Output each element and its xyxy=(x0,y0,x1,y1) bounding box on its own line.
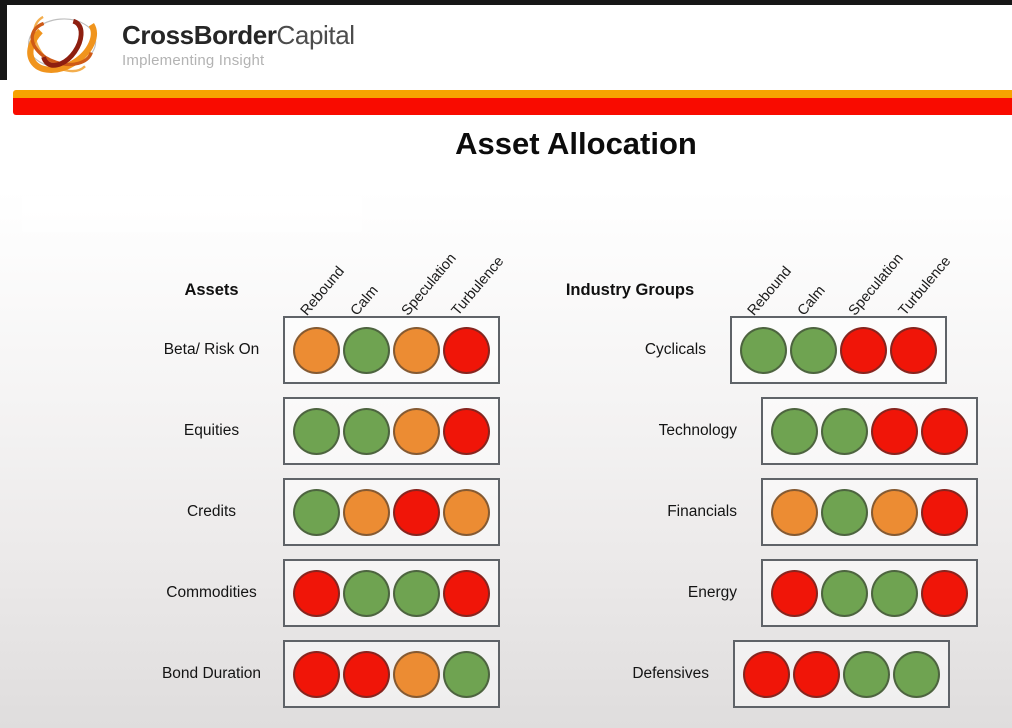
brand-block: CrossBorderCapital Implementing Insight xyxy=(122,20,356,70)
signal-dot-red xyxy=(743,650,790,698)
signal-dot-orange xyxy=(293,326,340,374)
matrix-row: Financials xyxy=(540,478,1012,546)
signal-dot-red xyxy=(921,488,968,536)
signal-dot-red xyxy=(921,407,968,455)
brand-name: CrossBorderCapital xyxy=(122,20,356,50)
signal-dot-green xyxy=(740,326,787,374)
matrix-row: Bond Duration xyxy=(140,640,540,708)
signal-dot-red xyxy=(293,650,340,698)
industry-groups-matrix: Industry Groups Rebound Calm Speculation Tur… xyxy=(540,222,1012,721)
brand-tagline: Implementing Insight xyxy=(122,52,265,70)
signal-dot-green xyxy=(343,326,390,374)
signal-dot-red xyxy=(840,326,887,374)
signal-box xyxy=(283,316,500,384)
signal-dot-green xyxy=(821,569,868,617)
video-left-border xyxy=(0,0,7,80)
signal-dot-green xyxy=(443,650,490,698)
signal-box xyxy=(283,559,500,627)
matrix-row: Cyclicals xyxy=(540,316,1012,384)
signal-dot-orange xyxy=(871,488,918,536)
signal-dot-orange xyxy=(393,326,440,374)
signal-dot-green xyxy=(343,407,390,455)
signal-dot-red xyxy=(871,407,918,455)
signal-dot-green xyxy=(771,407,818,455)
row-label: Defensives xyxy=(632,665,709,682)
row-label: Financials xyxy=(667,503,737,520)
signal-dot-green xyxy=(293,407,340,455)
brand-divider-bar xyxy=(13,90,1012,115)
matrix-row: Energy xyxy=(540,559,1012,627)
signal-dot-green xyxy=(871,569,918,617)
matrix-heading: Industry Groups xyxy=(565,281,695,299)
divider-red-stripe xyxy=(13,98,1012,115)
column-label-calm: Calm xyxy=(794,282,829,319)
signal-dot-orange xyxy=(443,488,490,536)
signal-dot-red xyxy=(443,569,490,617)
signal-dot-red xyxy=(293,569,340,617)
signal-dot-red xyxy=(921,569,968,617)
signal-dot-orange xyxy=(393,407,440,455)
signal-dot-orange xyxy=(393,650,440,698)
crossborder-logo-icon xyxy=(27,13,97,73)
row-label: Equities xyxy=(183,422,240,439)
signal-dot-green xyxy=(821,488,868,536)
signal-box xyxy=(733,640,950,708)
matrix-row: Defensives xyxy=(540,640,1012,708)
signal-box xyxy=(761,559,978,627)
row-label: Cyclicals xyxy=(644,341,706,358)
row-label: Commodities xyxy=(166,584,257,601)
signal-dot-red xyxy=(771,569,818,617)
brand-name-light: Capital xyxy=(276,20,356,50)
row-label: Credits xyxy=(186,503,237,520)
matrix-heading: Assets xyxy=(184,281,239,299)
signal-dot-green xyxy=(293,488,340,536)
signal-box xyxy=(730,316,947,384)
matrix-header: Assets Rebound Calm Speculation Turbulence xyxy=(140,222,540,319)
signal-box xyxy=(283,478,500,546)
signal-dot-red xyxy=(793,650,840,698)
column-label-rebound: Rebound xyxy=(297,263,348,319)
signal-dot-green xyxy=(843,650,890,698)
column-label-rebound: Rebound xyxy=(744,263,795,319)
column-label-calm: Calm xyxy=(347,282,382,319)
signal-dot-red xyxy=(343,650,390,698)
matrix-row: Credits xyxy=(140,478,540,546)
signal-dot-green xyxy=(821,407,868,455)
divider-orange-stripe xyxy=(13,90,1012,98)
row-label: Energy xyxy=(687,584,737,601)
matrix-row: Commodities xyxy=(140,559,540,627)
signal-box xyxy=(761,397,978,465)
matrix-row: Equities xyxy=(140,397,540,465)
assets-matrix: Assets Rebound Calm Speculation Turbulence Be… xyxy=(140,222,540,721)
row-label: Bond Duration xyxy=(161,665,262,682)
background-artifact xyxy=(22,196,362,232)
signal-box xyxy=(283,397,500,465)
signal-dot-green xyxy=(393,569,440,617)
row-label: Technology xyxy=(658,422,737,439)
matrix-row: Technology xyxy=(540,397,1012,465)
signal-box xyxy=(761,478,978,546)
matrix-row: Beta/ Risk On xyxy=(140,316,540,384)
matrix-rows: Cyclicals Technology Financials Energy Defen… xyxy=(540,316,1012,708)
slide-title: Asset Allocation xyxy=(455,126,697,161)
signal-dot-green xyxy=(790,326,837,374)
signal-dot-red xyxy=(890,326,937,374)
signal-dot-red xyxy=(443,407,490,455)
signal-box xyxy=(283,640,500,708)
signal-dot-red xyxy=(393,488,440,536)
signal-dot-red xyxy=(443,326,490,374)
matrix-header: Industry Groups Rebound Calm Speculation Tur… xyxy=(540,222,1012,319)
matrix-rows: Beta/ Risk On Equities Credits Commodities B… xyxy=(140,316,540,708)
signal-dot-orange xyxy=(771,488,818,536)
signal-dot-green xyxy=(343,569,390,617)
brand-name-bold: CrossBorder xyxy=(122,20,277,50)
video-top-border xyxy=(0,0,1012,5)
row-label: Beta/ Risk On xyxy=(163,341,260,358)
signal-dot-orange xyxy=(343,488,390,536)
signal-dot-green xyxy=(893,650,940,698)
